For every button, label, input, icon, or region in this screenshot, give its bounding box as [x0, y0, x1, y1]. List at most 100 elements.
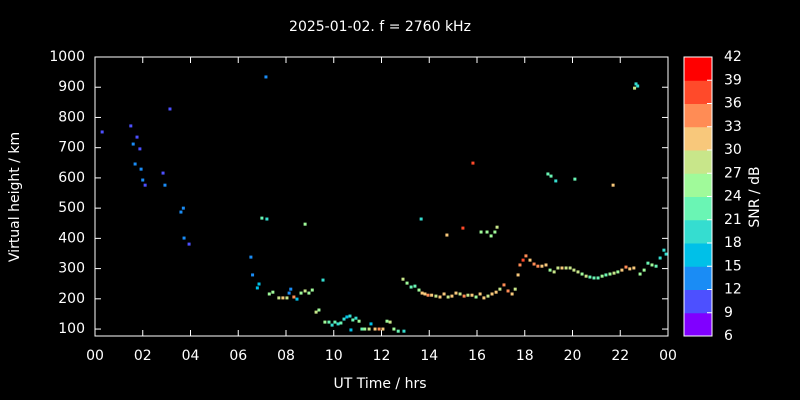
x-tick-label: 16 — [468, 348, 486, 364]
data-point — [638, 272, 642, 276]
x-tick-label: 14 — [420, 348, 438, 364]
data-point — [307, 291, 311, 295]
data-point — [556, 266, 560, 270]
data-point — [267, 292, 271, 296]
data-point — [181, 206, 185, 210]
colorbar-band — [684, 266, 712, 290]
data-point — [552, 270, 556, 274]
data-point — [608, 272, 612, 276]
data-point — [470, 293, 474, 297]
data-point — [363, 327, 367, 331]
data-point — [490, 292, 494, 296]
data-point — [357, 319, 361, 323]
data-point — [478, 292, 482, 296]
x-tick-label: 20 — [564, 348, 582, 364]
data-point — [471, 161, 475, 165]
data-point — [310, 288, 314, 292]
colorbar-tick-label: 12 — [724, 282, 742, 298]
data-point — [580, 272, 584, 276]
y-tick-label: 1000 — [49, 49, 85, 65]
data-point — [330, 323, 334, 327]
data-point — [498, 287, 502, 291]
x-tick-label: 12 — [373, 348, 391, 364]
data-point — [251, 273, 255, 277]
data-point — [401, 277, 405, 281]
y-tick-label: 300 — [58, 261, 85, 277]
data-point — [588, 275, 592, 279]
x-tick-label: 06 — [229, 348, 247, 364]
data-point — [612, 271, 616, 275]
data-point — [373, 327, 377, 331]
colorbar-tick-label: 27 — [724, 165, 742, 181]
data-point — [450, 294, 454, 298]
data-point — [482, 296, 486, 300]
data-point — [466, 293, 470, 297]
data-point — [388, 320, 392, 324]
data-point — [138, 147, 142, 151]
data-point — [592, 276, 596, 280]
data-point — [485, 230, 489, 234]
data-point — [616, 270, 620, 274]
x-tick-label: 02 — [134, 348, 152, 364]
data-point — [513, 287, 517, 291]
colorbar-tick-label: 9 — [724, 305, 733, 321]
data-point — [445, 233, 449, 237]
data-point — [143, 183, 147, 187]
colorbar-tick-label: 15 — [724, 258, 742, 274]
colorbar-band — [684, 57, 712, 81]
colorbar-tick-label: 33 — [724, 119, 742, 135]
colorbar-band — [684, 150, 712, 174]
data-point — [161, 171, 165, 175]
plot-frame — [94, 56, 669, 337]
data-point — [317, 308, 321, 312]
data-point — [409, 285, 413, 289]
y-tick-label: 700 — [58, 140, 85, 156]
data-point — [314, 310, 318, 314]
data-point — [438, 295, 442, 299]
data-point — [576, 270, 580, 274]
data-point — [299, 291, 303, 295]
data-point — [650, 263, 654, 267]
y-tick-label: 200 — [58, 291, 85, 307]
data-point — [564, 266, 568, 270]
data-point — [168, 107, 172, 111]
data-point — [518, 263, 522, 267]
data-point — [540, 264, 544, 268]
data-point — [413, 284, 417, 288]
data-point — [333, 320, 337, 324]
data-point — [349, 328, 353, 332]
data-point — [434, 294, 438, 298]
data-point — [632, 266, 636, 270]
data-point — [163, 183, 167, 187]
data-point — [417, 288, 421, 292]
data-point — [385, 319, 389, 323]
data-point — [354, 316, 358, 320]
data-point — [264, 75, 268, 79]
data-point — [367, 327, 371, 331]
x-tick-label: 00 — [659, 348, 677, 364]
colorbar-tick-label: 39 — [724, 72, 742, 88]
data-point — [423, 292, 427, 296]
data-point — [664, 252, 668, 256]
colorbar-label: SNR / dB — [747, 166, 763, 227]
colorbar-tick-label: 30 — [724, 142, 742, 158]
data-point — [524, 254, 528, 258]
data-point — [516, 273, 520, 277]
data-point — [620, 268, 624, 272]
colorbar-band — [684, 289, 712, 314]
data-point — [295, 297, 299, 301]
colorbar-tick-label: 42 — [724, 49, 742, 65]
colorbar-band — [684, 173, 712, 197]
data-point — [129, 124, 133, 128]
data-point — [257, 282, 261, 286]
data-point — [584, 274, 588, 278]
y-tick-label: 800 — [58, 109, 85, 125]
colorbar-band — [684, 103, 712, 128]
data-point — [133, 162, 137, 166]
data-point — [402, 329, 406, 333]
colorbar-band — [684, 243, 712, 267]
data-point — [179, 210, 183, 214]
data-point — [292, 295, 296, 299]
data-point — [442, 292, 446, 296]
x-tick-label: 00 — [86, 348, 104, 364]
